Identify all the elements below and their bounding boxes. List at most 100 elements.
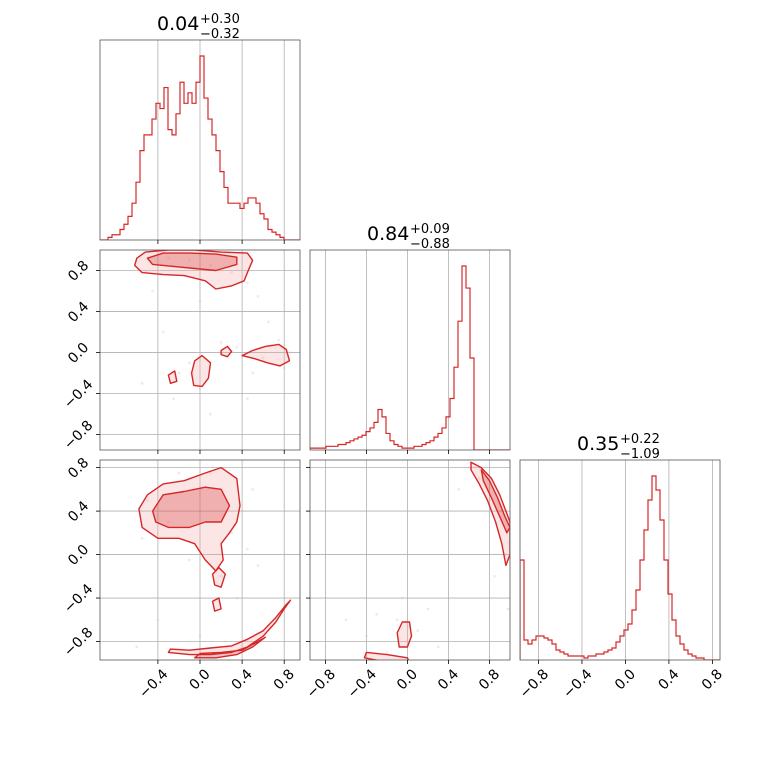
- scatter-point: [251, 371, 255, 375]
- x-tick-label: 0.8: [699, 666, 726, 693]
- scatter-point: [198, 299, 202, 303]
- x-tick-label: 0.0: [187, 666, 214, 693]
- scatter-point: [506, 607, 510, 611]
- contour-fill-inner: [481, 469, 510, 533]
- scatter-point: [288, 351, 291, 354]
- contour-line-inner: [194, 636, 266, 659]
- y-tick-label: 0.0: [65, 542, 92, 569]
- title-param-1: 0.84 +0.09 −0.88: [367, 222, 450, 252]
- contour-line-inner: [146, 252, 238, 272]
- x-tick-label: −0.4: [136, 666, 171, 701]
- y-tick-label: −0.8: [61, 625, 96, 660]
- scatter-point: [282, 366, 286, 370]
- scatter-point: [400, 596, 404, 600]
- scatter-point: [161, 330, 165, 334]
- title-param-2: 0.35 +0.22 −1.09: [577, 432, 660, 462]
- contour-line-outer: [134, 250, 254, 290]
- x-tick-label: 0.4: [655, 666, 682, 693]
- title-0-median: 0.04: [157, 13, 199, 35]
- density-panel-0-1: −0.8 −0.4 0.0 0.4 0.8: [61, 249, 301, 454]
- contour-line-outer: [470, 461, 510, 567]
- title-param-0: 0.04 +0.30 −0.32: [157, 12, 240, 42]
- contour-line-outer: [138, 466, 241, 572]
- contour-fill-outer: [191, 355, 211, 387]
- density-panel-0-2: −0.4 0.0 0.4 0.8 −0.8 −0.4 0.0 0.4 0.8: [61, 455, 301, 702]
- contour-fill-outer: [242, 344, 290, 366]
- title-0-plus: +0.30: [200, 12, 240, 27]
- scatter-point: [245, 281, 249, 285]
- scatter-point: [240, 509, 244, 513]
- scatter-point: [145, 498, 149, 502]
- histogram-line-2: [520, 475, 720, 660]
- scatter-point: [209, 263, 212, 267]
- title-2-plus: +0.22: [620, 432, 660, 447]
- scatter-point: [135, 645, 139, 649]
- title-1-minus: −0.88: [410, 237, 450, 252]
- title-2-minus: −1.09: [620, 447, 660, 462]
- contour-fill-outer: [364, 652, 409, 660]
- scatter-point: [344, 618, 348, 622]
- scatter-point: [261, 356, 265, 360]
- contour-fill-inner: [152, 487, 230, 528]
- scatter-point: [488, 498, 491, 502]
- scatter-point: [198, 387, 202, 390]
- scatter-point: [167, 520, 170, 524]
- scatter-point: [251, 487, 255, 491]
- scatter-point: [140, 381, 144, 385]
- histogram-param-1: [309, 249, 511, 454]
- x-tick-label: 0.8: [476, 666, 503, 693]
- x-tick-label: −0.4: [345, 666, 380, 701]
- scatter-point: [230, 271, 233, 274]
- contour-line-outer: [363, 651, 410, 660]
- scatter-point: [209, 471, 212, 475]
- scatter-point: [467, 466, 471, 470]
- scatter-point: [267, 320, 270, 324]
- x-tick-label: 0.8: [271, 666, 298, 693]
- title-1-median: 0.84: [367, 223, 409, 245]
- histogram-param-2: −0.8 −0.4 0.0 0.4 0.8: [517, 459, 726, 702]
- histogram-param-1-grid: [324, 250, 490, 450]
- contour-fill-inner: [147, 253, 237, 271]
- histogram-line-0: [100, 55, 300, 240]
- scatter-point: [375, 612, 379, 616]
- contour-line-outer: [220, 345, 233, 358]
- contour-line-inner: [480, 469, 510, 534]
- scatter-point: [235, 596, 239, 600]
- scatter-point: [493, 574, 497, 578]
- density-panel-1-2: −0.8 −0.4 0.0 0.4 0.8: [304, 459, 511, 702]
- x-tick-label: −0.8: [517, 666, 552, 701]
- contour-line-outer: [241, 343, 291, 367]
- density-panel-0-2-grid: [100, 460, 300, 660]
- scatter-point: [385, 650, 389, 654]
- x-tick-label: −0.8: [304, 666, 339, 701]
- scatter-point: [498, 509, 502, 513]
- histogram-param-2-grid: [538, 460, 713, 660]
- contour-line-outer: [167, 599, 292, 656]
- axes-frame: [309, 459, 511, 661]
- x-tick-label: 0.0: [612, 666, 639, 693]
- density-panel-0-1-content: [134, 250, 291, 416]
- scatter-point: [245, 397, 249, 401]
- density-panel-0-1-grid: [100, 250, 300, 450]
- density-panel-0-2-content: [135, 466, 292, 659]
- scatter-point: [457, 487, 461, 491]
- x-tick-label: 0.4: [435, 666, 462, 693]
- scatter-point: [219, 340, 223, 344]
- scatter-point: [256, 564, 260, 567]
- contour-fill-outer: [138, 467, 240, 571]
- y-tick-label: 0.4: [65, 498, 92, 525]
- histogram-param-0: [99, 39, 301, 244]
- scatter-point: [395, 618, 399, 622]
- y-tick-label: −0.4: [61, 377, 96, 412]
- scatter-point: [230, 531, 233, 535]
- scatter-point: [177, 371, 181, 375]
- scatter-point: [277, 338, 281, 342]
- histogram-param-2-content: [520, 475, 720, 660]
- scatter-point: [209, 412, 212, 416]
- contour-line-outer: [190, 354, 212, 388]
- contour-fill-outer: [134, 250, 253, 289]
- title-0-minus: −0.32: [200, 27, 240, 42]
- axes-frame: [519, 459, 721, 661]
- scatter-point: [177, 471, 181, 475]
- x-tick-label: 0.4: [229, 666, 256, 693]
